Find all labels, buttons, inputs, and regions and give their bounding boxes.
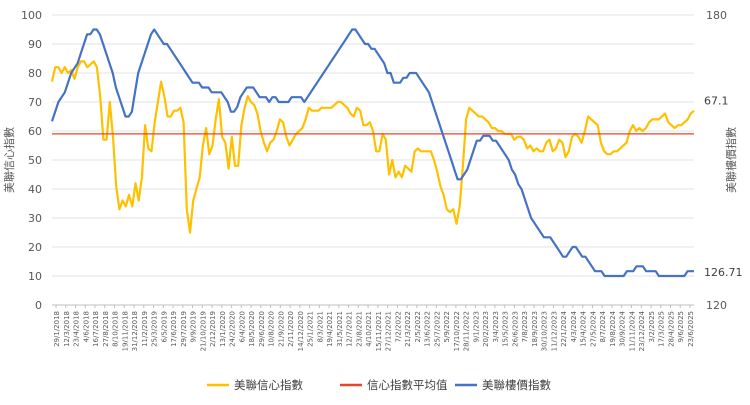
x-tick-label: 15/5/2023: [502, 311, 510, 347]
x-tick-label: 13/1/2020: [219, 311, 227, 347]
y-tick-label-left: 10: [28, 270, 42, 283]
x-tick-label: 9/9/2019: [190, 311, 198, 342]
y-axis-title-right: 美聯樓價指數: [724, 127, 738, 193]
x-tick-label: 8/7/2024: [599, 310, 607, 342]
x-tick-label: 20/2/2023: [482, 311, 490, 347]
x-tick-label: 27/8/2018: [102, 311, 110, 347]
y-tick-label-right: 120: [706, 299, 727, 312]
x-tick-label: 7/8/2023: [521, 311, 529, 342]
x-tick-label: 3/4/2023: [492, 311, 500, 342]
x-tick-label: 15/11/2021: [375, 311, 383, 351]
legend: 美聯信心指數 信心指數平均值 美聯樓價指數: [207, 378, 551, 392]
y-tick-label-left: 50: [28, 154, 42, 167]
y-tick-label-left: 40: [28, 183, 42, 196]
x-tick-label: 15/4/2024: [580, 310, 588, 346]
legend-label: 信心指數平均值: [367, 378, 448, 392]
x-tick-label: 22/1/2024: [560, 310, 568, 346]
x-tick-label: 29/1/2018: [53, 311, 61, 347]
x-tick-label: 5/9/2022: [443, 311, 451, 342]
x-tick-label: 8/10/2018: [112, 311, 120, 347]
x-tick-label: 9/6/2025: [677, 311, 685, 342]
x-tick-label: 18/9/2023: [531, 311, 539, 347]
x-tick-label: 13/6/2022: [424, 311, 432, 347]
x-tick-label: 23/8/2021: [355, 311, 363, 347]
x-tick-label: 21/10/2019: [199, 311, 207, 351]
series-line-1: [50, 60, 695, 234]
y-tick-label-left: 70: [28, 96, 42, 109]
x-tick-label: 12/3/2018: [63, 311, 71, 347]
x-tick-label: 17/10/2022: [453, 311, 461, 351]
x-tick-label: 21/3/2022: [404, 311, 412, 347]
x-tick-label: 10/8/2020: [268, 311, 276, 347]
x-tick-label: 12/7/2021: [346, 311, 354, 347]
y-tick-label-left: 20: [28, 241, 42, 254]
x-tick-label: 19/11/2018: [121, 311, 129, 351]
x-tick-label: 29/7/2019: [180, 311, 188, 347]
x-tick-label: 30/10/2023: [541, 311, 549, 351]
x-tick-label: 19/4/2021: [326, 311, 334, 347]
legend-label: 美聯樓價指數: [482, 378, 551, 392]
x-tick-label: 27/5/2024: [589, 310, 597, 346]
x-tick-label: 31/5/2021: [336, 311, 344, 347]
x-tick-label: 19/8/2024: [609, 310, 617, 346]
x-tick-label: 16/7/2018: [92, 311, 100, 347]
x-tick-label: 7/2/2022: [394, 311, 402, 342]
end-value-label: 126.71: [704, 266, 743, 279]
series-line-3: [50, 28, 694, 278]
series-lines: [50, 28, 695, 278]
x-tick-label: 25/1/2021: [307, 311, 315, 347]
x-tick-label: 28/4/2025: [667, 311, 675, 347]
y-tick-label-left: 80: [28, 67, 42, 80]
x-tick-label: 26/6/2023: [511, 311, 519, 347]
x-tick-label: 28/11/2022: [463, 311, 471, 351]
legend-label: 美聯信心指數: [234, 378, 303, 392]
x-tick-label: 8/3/2021: [316, 311, 324, 342]
x-tick-label: 23/6/2025: [687, 311, 695, 347]
y-axis-title-left: 美聯信心指數: [2, 127, 16, 193]
y-tick-label-left: 60: [28, 125, 42, 138]
x-tick-label: 24/2/2020: [229, 311, 237, 347]
x-tick-label: 23/12/2024: [638, 310, 646, 351]
x-tick-label: 30/9/2024: [619, 310, 627, 346]
x-tick-label: 2/5/2022: [414, 311, 422, 342]
x-tick-label: 2/11/2020: [287, 311, 295, 347]
y-tick-label-left: 100: [21, 9, 42, 22]
x-tick-label: 6/5/2019: [160, 311, 168, 342]
x-tick-label: 9/1/2023: [472, 311, 480, 342]
x-tick-label: 11/11/2024: [628, 310, 636, 351]
x-tick-label: 4/6/2018: [82, 311, 90, 342]
x-tick-label: 14/12/2020: [297, 311, 305, 351]
x-tick-label: 17/3/2025: [658, 311, 666, 347]
x-tick-label: 25/7/2022: [433, 311, 441, 347]
x-tick-label: 6/4/2020: [238, 311, 246, 342]
x-tick-label: 11/12/2023: [550, 311, 558, 351]
x-tick-label: 25/3/2019: [151, 311, 159, 347]
y-tick-label-left: 0: [35, 299, 42, 312]
x-tick-label: 21/9/2020: [277, 311, 285, 347]
y-tick-label-left: 30: [28, 212, 42, 225]
x-tick-label: 2/12/2019: [209, 311, 217, 347]
x-tick-label: 3/2/2025: [648, 311, 656, 342]
gridlines: [52, 14, 694, 306]
y-tick-label-right: 180: [706, 9, 727, 22]
x-tick-label: 29/6/2020: [258, 311, 266, 347]
x-tick-label: 31/12/2018: [131, 311, 139, 351]
x-tick-label: 23/4/2018: [73, 311, 81, 347]
x-tick-label: 17/6/2019: [170, 311, 178, 347]
axes: 0 10 20 30 40 50 60 70 80 90 100 120 180 美聯信心指數 美聯樓價指數…: [2, 9, 738, 351]
end-labels: 67.1 126.71: [704, 95, 743, 279]
x-tick-label: 18/5/2020: [248, 311, 256, 347]
x-tick-label: 4/3/2024: [570, 310, 578, 342]
x-tick-label: 11/2/2019: [141, 311, 149, 347]
end-value-label: 67.1: [704, 95, 729, 108]
y-tick-label-left: 90: [28, 38, 42, 51]
x-tick-label: 4/10/2021: [365, 311, 373, 347]
x-tick-label: 27/12/2021: [385, 311, 393, 351]
